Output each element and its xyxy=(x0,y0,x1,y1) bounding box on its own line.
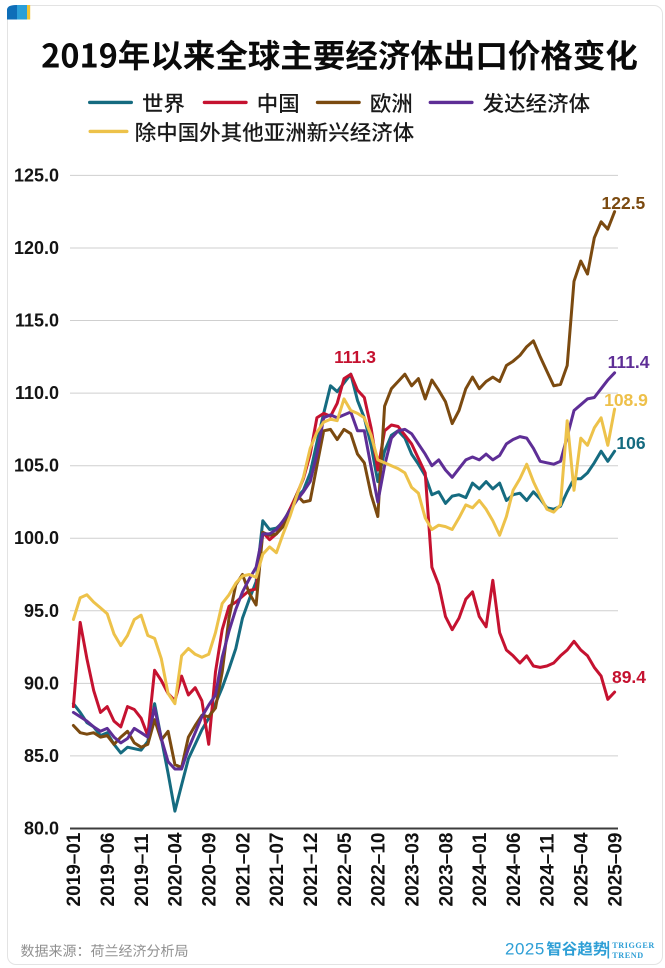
svg-text:2020–04: 2020–04 xyxy=(166,832,187,906)
svg-text:2021–12: 2021–12 xyxy=(301,833,322,907)
svg-text:2024–01: 2024–01 xyxy=(470,832,491,906)
svg-text:125.0: 125.0 xyxy=(14,165,59,185)
svg-text:111.4: 111.4 xyxy=(608,352,650,372)
svg-text:2025: 2025 xyxy=(505,940,545,959)
svg-text:95.0: 95.0 xyxy=(24,601,59,621)
svg-text:108.9: 108.9 xyxy=(604,390,648,410)
svg-text:106: 106 xyxy=(616,433,645,453)
svg-text:111.3: 111.3 xyxy=(334,347,376,367)
svg-text:85.0: 85.0 xyxy=(24,746,59,766)
svg-text:2021–07: 2021–07 xyxy=(267,833,288,907)
svg-text:2025–04: 2025–04 xyxy=(572,832,593,906)
svg-text:2025–09: 2025–09 xyxy=(605,833,626,907)
svg-text:105.0: 105.0 xyxy=(14,456,59,476)
svg-text:2022–10: 2022–10 xyxy=(369,833,390,907)
svg-text:TREND: TREND xyxy=(612,951,643,960)
svg-text:90.0: 90.0 xyxy=(24,673,59,693)
svg-text:2020–09: 2020–09 xyxy=(200,833,221,907)
svg-text:89.4: 89.4 xyxy=(612,667,646,687)
svg-text:100.0: 100.0 xyxy=(14,528,59,548)
svg-text:115.0: 115.0 xyxy=(15,311,59,331)
svg-text:120.0: 120.0 xyxy=(14,238,59,258)
svg-text:80.0: 80.0 xyxy=(24,819,59,839)
svg-text:2019–06: 2019–06 xyxy=(98,833,119,907)
svg-text:2019–11: 2019–11 xyxy=(132,833,153,906)
svg-text:2024–11: 2024–11 xyxy=(538,833,559,906)
svg-text:TRIGGER: TRIGGER xyxy=(612,941,655,950)
svg-text:2022–05: 2022–05 xyxy=(335,832,356,906)
svg-text:2019–01: 2019–01 xyxy=(64,832,85,906)
svg-text:2024–06: 2024–06 xyxy=(504,833,525,907)
svg-text:2023–08: 2023–08 xyxy=(436,833,457,907)
svg-text:2023–03: 2023–03 xyxy=(402,833,423,907)
svg-text:110.0: 110.0 xyxy=(15,383,59,403)
svg-text:122.5: 122.5 xyxy=(602,193,646,213)
svg-text:2021–02: 2021–02 xyxy=(233,833,254,907)
